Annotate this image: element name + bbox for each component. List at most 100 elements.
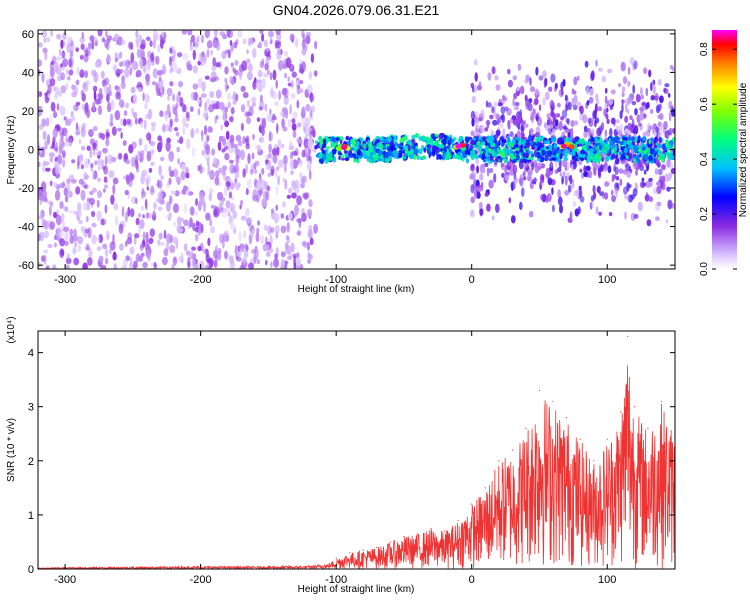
spectrogram-cell bbox=[529, 77, 532, 86]
spectrogram-cell bbox=[166, 87, 173, 97]
spectrogram-cell bbox=[158, 232, 163, 240]
spectrogram-cell bbox=[225, 130, 230, 140]
spectrogram-cell bbox=[176, 67, 182, 75]
spectrogram-cell bbox=[133, 111, 138, 119]
spectrogram-cell bbox=[626, 195, 630, 201]
spectrogram-cell bbox=[221, 209, 228, 218]
spectrogram-cell bbox=[68, 58, 73, 66]
spectrogram-cell bbox=[305, 117, 311, 127]
spectrogram-cell bbox=[649, 109, 654, 114]
spectrogram-cell bbox=[572, 200, 576, 208]
spectrogram-cell bbox=[627, 66, 631, 76]
spectrogram-cell bbox=[624, 115, 629, 123]
spectrogram-cell bbox=[210, 148, 216, 156]
spectrogram-cell bbox=[618, 83, 621, 88]
spectrogram-cell bbox=[291, 123, 297, 131]
spectrogram-cell bbox=[564, 157, 569, 161]
spectrogram-cell bbox=[258, 106, 263, 111]
spectrogram-cell bbox=[470, 164, 475, 172]
spectrogram-cell bbox=[516, 130, 521, 138]
spectrogram-cell bbox=[221, 165, 228, 171]
spectrogram-cell bbox=[210, 77, 216, 83]
spectrogram-cell bbox=[280, 225, 287, 234]
spectrogram-cell bbox=[572, 104, 578, 111]
spectrogram-cell bbox=[356, 155, 362, 159]
spectrogram-cell bbox=[470, 153, 475, 161]
spectrogram-cell bbox=[122, 258, 128, 267]
spectrogram-cell bbox=[172, 93, 176, 102]
spectrogram-cell bbox=[394, 150, 399, 158]
spectrogram-cell bbox=[596, 185, 601, 193]
spectrogram-cell bbox=[224, 185, 228, 197]
spectrogram-cell bbox=[250, 96, 257, 103]
spectrogram-cell bbox=[231, 196, 235, 201]
spectrogram-cell bbox=[477, 84, 482, 91]
spectrogram-cell bbox=[159, 241, 165, 246]
spectrogram-cell bbox=[622, 152, 626, 156]
spectrogram-cell bbox=[561, 109, 568, 119]
spectrogram-cell bbox=[144, 198, 148, 209]
spectrogram-cell bbox=[641, 182, 647, 187]
snr-point bbox=[579, 438, 581, 440]
spectrogram-cell bbox=[296, 195, 302, 206]
spectrogram-cell bbox=[615, 176, 620, 181]
spectrogram-cell bbox=[56, 56, 62, 61]
spectrogram-cell bbox=[208, 192, 212, 202]
spectrogram-cell bbox=[252, 189, 258, 200]
spectrogram-cell bbox=[152, 210, 156, 217]
x-tick-label: -100 bbox=[325, 274, 347, 286]
spectrogram-cell bbox=[656, 181, 661, 186]
spectrogram-cell bbox=[122, 175, 127, 180]
spectrogram-cell bbox=[670, 168, 675, 174]
y-tick-label: -40 bbox=[18, 222, 34, 234]
spectrogram-cell bbox=[515, 154, 520, 161]
spectrogram-cell bbox=[404, 147, 409, 154]
spectrogram-cell bbox=[588, 140, 591, 146]
spectrogram-cell bbox=[84, 231, 88, 238]
spectrogram-cell bbox=[494, 75, 499, 81]
spectrogram-cell bbox=[470, 209, 475, 218]
spectrogram-cell bbox=[266, 251, 271, 257]
spectrogram-cell bbox=[163, 229, 167, 239]
spectrogram-cell bbox=[204, 30, 210, 39]
spectrogram-cell bbox=[371, 157, 374, 164]
spectrogram-cell bbox=[75, 47, 79, 53]
spectrogram-cell bbox=[480, 165, 486, 174]
spectrogram-cell bbox=[482, 159, 486, 163]
spectrogram-cell bbox=[538, 104, 542, 111]
spectrogram-cell bbox=[217, 141, 222, 151]
spectrogram-cell bbox=[207, 164, 211, 175]
spectrogram-cell bbox=[314, 40, 318, 50]
spectrogram-cell bbox=[633, 213, 639, 219]
colorbar-tick-label: 0.0 bbox=[699, 262, 710, 276]
spectrogram-cell bbox=[75, 186, 81, 195]
spectrogram-cell bbox=[295, 256, 301, 267]
spectrogram-cell bbox=[84, 70, 89, 79]
spectrogram-cell bbox=[49, 180, 53, 187]
spectrogram-cell bbox=[569, 174, 573, 185]
spectrogram-cell bbox=[280, 258, 285, 268]
spectrogram-cell bbox=[643, 67, 648, 75]
spectrogram-cell bbox=[668, 111, 672, 122]
spectrogram-cell bbox=[479, 173, 484, 181]
spectrogram-cell bbox=[401, 136, 406, 142]
spectrogram-cell bbox=[257, 144, 261, 153]
snr-point bbox=[660, 400, 663, 402]
spectrogram-cell bbox=[290, 92, 296, 100]
spectrogram-cell bbox=[307, 84, 313, 94]
spectrogram-cell bbox=[275, 30, 281, 36]
x-tick-label: 0 bbox=[469, 274, 475, 286]
spectrogram-cell bbox=[272, 113, 276, 119]
spectrogram-cell bbox=[120, 81, 126, 90]
spectrogram-cell bbox=[484, 141, 489, 146]
spectrogram-cell bbox=[494, 139, 497, 144]
spectrogram-cell bbox=[495, 114, 501, 120]
spectrogram-cell bbox=[103, 184, 109, 189]
spectrogram-cell bbox=[356, 149, 362, 156]
spectrogram-cell bbox=[583, 165, 587, 174]
spectrogram-cell bbox=[659, 150, 663, 155]
spectrogram-cell bbox=[265, 190, 270, 201]
spectrogram-cell bbox=[577, 206, 581, 215]
spectrogram-cell bbox=[663, 88, 669, 95]
spectrogram-cell bbox=[256, 117, 261, 122]
